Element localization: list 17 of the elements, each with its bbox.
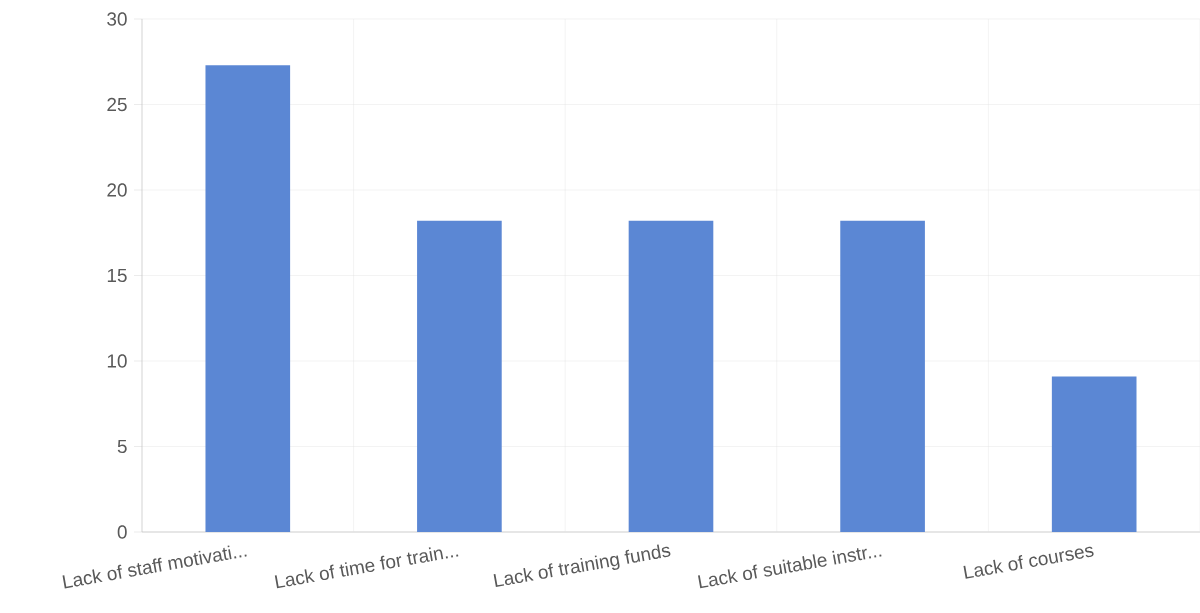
x-tick-label: Lack of staff motivati...	[62, 545, 247, 589]
bar	[205, 65, 291, 532]
x-tick-label: Lack of time for train...	[274, 547, 459, 589]
y-tick-label: 25	[107, 97, 127, 112]
y-tick-label: 30	[107, 12, 127, 26]
y-tick-label: 0	[117, 525, 127, 539]
bar	[417, 220, 502, 532]
x-tick-label: Lack of suitable instr...	[697, 548, 882, 589]
y-tick-label: 20	[107, 183, 127, 197]
x-tick-label: Lack of courses	[963, 546, 1094, 579]
bar	[1051, 376, 1137, 532]
y-tick-label: 15	[107, 268, 127, 283]
y-tick-label: 10	[107, 354, 127, 368]
x-tick-label: Lack of training funds	[493, 544, 671, 588]
bar	[840, 220, 925, 532]
y-tick-label: 5	[117, 439, 127, 454]
bar	[628, 220, 714, 532]
